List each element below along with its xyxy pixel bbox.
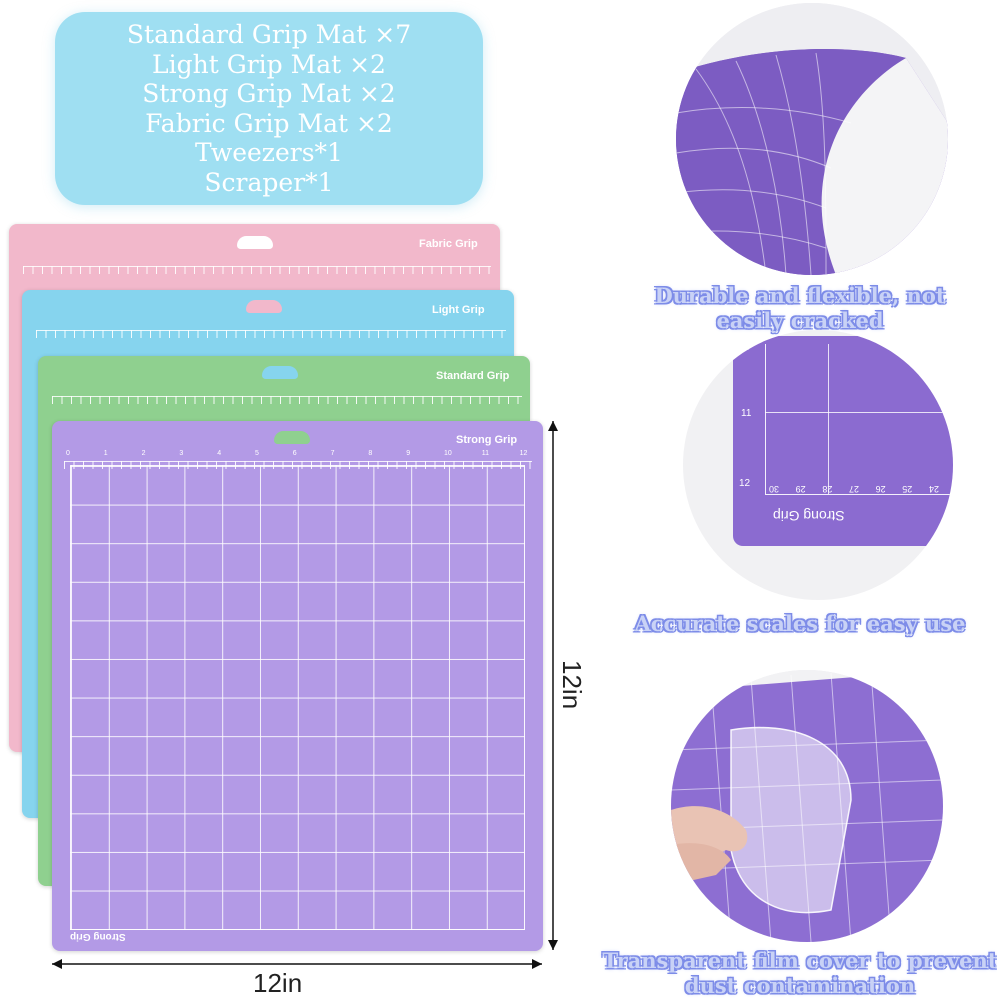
ruler-number: 4: [217, 450, 222, 457]
peeling-film-icon: [671, 670, 943, 942]
flexible-mat-photo: [676, 3, 948, 275]
ruler-ticks: [23, 266, 491, 274]
ruler-number: 8: [368, 450, 373, 457]
scale-number: 11: [741, 408, 752, 419]
mat-label: Fabric Grip: [419, 238, 478, 250]
cutting-grid: [70, 465, 525, 930]
contents-line: Strong Grip Mat ×2: [142, 79, 396, 108]
ruler-number: 11: [481, 450, 490, 457]
ruler-number: 12: [519, 450, 528, 457]
peeling-film-photo: [671, 670, 943, 942]
contents-line: Tweezers*1: [195, 138, 343, 167]
scale-bottom-numbers: 30 29 28 27 26 25 24: [769, 484, 939, 494]
ruler-number: 3: [179, 450, 184, 457]
ruler-number: 5: [255, 450, 259, 457]
mat-label: Strong Grip: [456, 434, 518, 446]
mat-label: Standard Grip: [436, 370, 510, 382]
scale-number: 29: [795, 484, 806, 494]
scale-closeup-icon: 10 11 12 30 29 28 27 26 25 24 Strong Grip: [733, 336, 953, 546]
ruler-ticks: [52, 396, 522, 404]
mat-bottom-label: Strong Grip: [70, 931, 126, 942]
mat-label: Light Grip: [432, 304, 485, 316]
ruler-number: 0: [66, 450, 70, 457]
ruler-number: 1: [103, 450, 108, 457]
scale-number: 26: [875, 484, 886, 494]
ruler-number: 7: [330, 450, 335, 457]
contents-line: Standard Grip Mat ×7: [126, 20, 412, 49]
contents-line: Scraper*1: [204, 167, 334, 197]
contents-line: Light Grip Mat ×2: [152, 49, 386, 79]
contents-line: Fabric Grip Mat ×2: [145, 108, 393, 138]
scale-number: 12: [739, 478, 751, 489]
feature-caption-film: Transparent film cover to prevent dust c…: [602, 948, 997, 998]
ruler-number: 9: [406, 450, 411, 457]
hanging-notch-icon: [237, 236, 273, 249]
scale-number: 30: [769, 484, 780, 494]
scale-closeup-photo: 10 11 12 30 29 28 27 26 25 24 Strong Grip: [683, 330, 953, 600]
ruler-numbers: 0 1 2 3 4 5 6 7 8 9 10 11 12: [64, 450, 532, 460]
flexible-mat-curl-icon: [676, 3, 948, 275]
hanging-notch-icon: [246, 300, 282, 313]
hanging-notch-icon: [274, 431, 310, 444]
ruler-ticks: [36, 330, 506, 338]
hanging-notch-icon: [262, 366, 298, 379]
strong-grip-mat: Strong Grip 0 1 2 3 4 5 6 7 8 9 10 11 12 Strong Grip: [52, 421, 543, 951]
mat-label: Strong Grip: [773, 508, 845, 524]
ruler-number: 10: [444, 450, 452, 457]
scale-number: 25: [902, 484, 913, 494]
scale-number: 27: [848, 484, 859, 494]
package-contents-banner: Standard Grip Mat ×7 Light Grip Mat ×2 S…: [55, 12, 483, 205]
feature-caption-scales: Accurate scales for easy use: [634, 611, 966, 636]
height-dimension: 12in: [557, 660, 587, 710]
scale-number: 28: [822, 484, 833, 494]
scale-number: 10: [739, 342, 751, 353]
feature-caption-durable: Durable and flexible, not easily cracked: [654, 283, 946, 333]
scale-number: 24: [928, 484, 939, 494]
width-dimension: 12in: [253, 968, 303, 998]
ruler-number: 6: [292, 450, 297, 457]
ruler-number: 2: [141, 450, 146, 457]
